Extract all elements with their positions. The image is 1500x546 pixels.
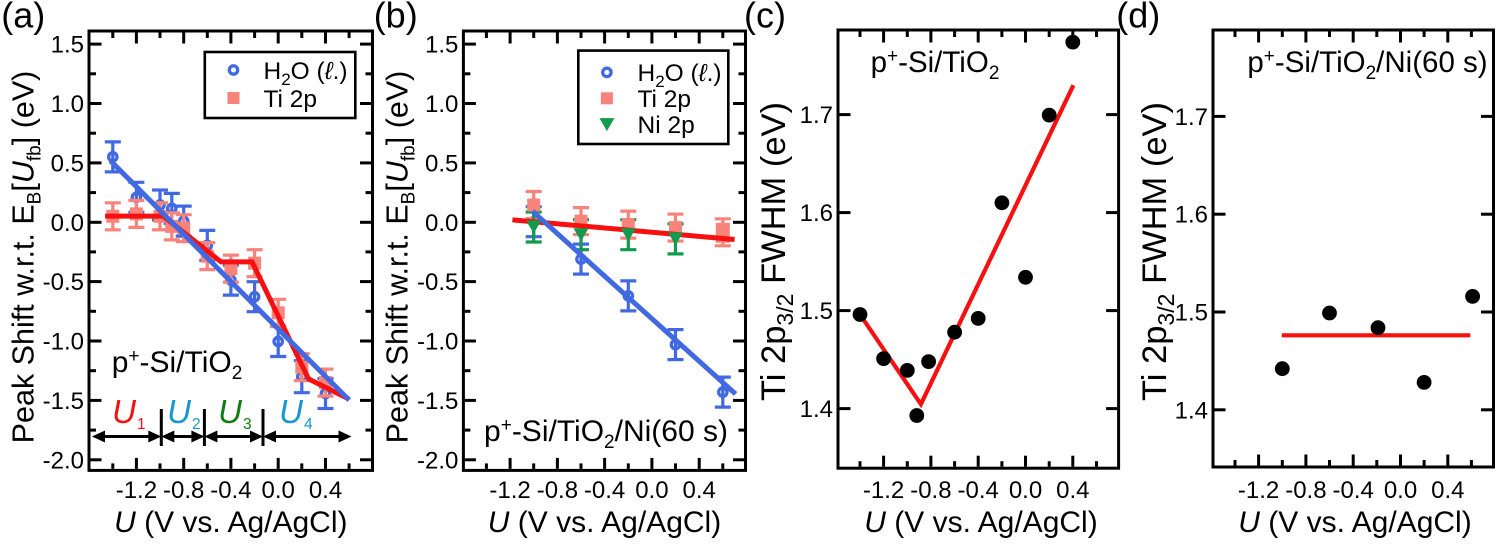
svg-text:1: 1 (137, 416, 146, 433)
svg-text:Peak Shift w.r.t. EB[Ufb] (eV): Peak Shift w.r.t. EB[Ufb] (eV) (7, 71, 46, 444)
svg-text:U (V vs. Ag/AgCl): U (V vs. Ag/AgCl) (1238, 506, 1471, 539)
svg-text:U (V vs. Ag/AgCl): U (V vs. Ag/AgCl) (488, 506, 721, 539)
svg-text:-0.8: -0.8 (1285, 477, 1326, 504)
svg-text:U: U (112, 393, 136, 430)
svg-text:U: U (279, 393, 303, 430)
svg-text:1.4: 1.4 (1175, 397, 1208, 424)
svg-text:-0.8: -0.8 (163, 477, 204, 504)
svg-text:p+-Si/TiO2/Ni(60 s): p+-Si/TiO2/Ni(60 s) (484, 415, 728, 453)
svg-text:-2.0: -2.0 (43, 447, 84, 474)
svg-text:U: U (167, 393, 191, 430)
svg-text:-0.4: -0.4 (210, 477, 251, 504)
svg-text:-0.8: -0.8 (537, 477, 578, 504)
svg-text:H2O (ℓ.): H2O (ℓ.) (638, 60, 722, 91)
svg-text:2: 2 (192, 416, 201, 433)
svg-text:-1.5: -1.5 (417, 388, 458, 415)
svg-text:0.4: 0.4 (1431, 477, 1464, 504)
svg-text:(c): (c) (744, 0, 786, 36)
svg-text:-1.5: -1.5 (43, 388, 84, 415)
svg-text:-2.0: -2.0 (417, 447, 458, 474)
svg-text:-1.2: -1.2 (116, 477, 157, 504)
svg-text:-1.0: -1.0 (417, 329, 458, 356)
svg-text:-1.2: -1.2 (1238, 477, 1279, 504)
svg-text:-0.5: -0.5 (43, 269, 84, 296)
svg-text:0.0: 0.0 (425, 210, 458, 237)
svg-text:1.4: 1.4 (800, 396, 833, 423)
svg-text:-0.4: -0.4 (958, 477, 999, 504)
svg-text:1.5: 1.5 (800, 298, 833, 325)
svg-text:1.5: 1.5 (51, 32, 84, 59)
svg-text:0.0: 0.0 (51, 210, 84, 237)
svg-text:0.4: 0.4 (1056, 477, 1089, 504)
svg-text:4: 4 (304, 416, 313, 433)
svg-text:-1.0: -1.0 (43, 329, 84, 356)
svg-text:-1.2: -1.2 (489, 477, 530, 504)
svg-text:Ti 2p3/2 FWHM (eV): Ti 2p3/2 FWHM (eV) (1136, 102, 1179, 401)
svg-text:H2O (ℓ.): H2O (ℓ.) (264, 58, 348, 89)
svg-text:0.5: 0.5 (425, 150, 458, 177)
svg-text:-0.4: -0.4 (1333, 477, 1374, 504)
svg-text:0.0: 0.0 (1009, 477, 1042, 504)
svg-text:0.5: 0.5 (51, 150, 84, 177)
svg-text:3: 3 (243, 416, 252, 433)
svg-text:0.0: 0.0 (262, 477, 295, 504)
svg-text:1.7: 1.7 (1175, 104, 1208, 131)
svg-text:Ni 2p: Ni 2p (638, 112, 695, 139)
svg-text:-1.2: -1.2 (863, 477, 904, 504)
svg-text:1.0: 1.0 (425, 91, 458, 118)
svg-text:Peak Shift w.r.t. EB[Ufb] (eV): Peak Shift w.r.t. EB[Ufb] (eV) (381, 71, 420, 444)
svg-text:0.0: 0.0 (1384, 477, 1417, 504)
svg-text:1.6: 1.6 (800, 200, 833, 227)
svg-text:U: U (218, 393, 242, 430)
svg-text:U (V vs. Ag/AgCl): U (V vs. Ag/AgCl) (864, 506, 1097, 539)
svg-text:p+-Si/TiO2/Ni(60 s): p+-Si/TiO2/Ni(60 s) (1247, 46, 1487, 84)
svg-text:(d): (d) (1116, 0, 1160, 36)
svg-text:-0.8: -0.8 (910, 477, 951, 504)
svg-text:-0.4: -0.4 (584, 477, 625, 504)
svg-text:1.5: 1.5 (1175, 300, 1208, 327)
svg-text:Ti 2p3/2 FWHM (eV): Ti 2p3/2 FWHM (eV) (755, 102, 798, 401)
svg-text:1.6: 1.6 (1175, 202, 1208, 229)
svg-text:-0.5: -0.5 (417, 269, 458, 296)
svg-text:(b): (b) (374, 0, 418, 36)
svg-text:1.7: 1.7 (800, 102, 833, 129)
svg-text:Ti 2p: Ti 2p (638, 86, 692, 113)
svg-text:0.0: 0.0 (635, 477, 668, 504)
svg-text:0.4: 0.4 (683, 477, 716, 504)
svg-text:0.4: 0.4 (309, 477, 342, 504)
svg-text:1.5: 1.5 (425, 32, 458, 59)
svg-text:1.0: 1.0 (51, 91, 84, 118)
svg-text:U (V vs. Ag/AgCl): U (V vs. Ag/AgCl) (114, 506, 347, 539)
svg-text:p+-Si/TiO2: p+-Si/TiO2 (871, 46, 1000, 84)
svg-text:Ti 2p: Ti 2p (264, 86, 318, 113)
svg-text:(a): (a) (1, 0, 45, 36)
